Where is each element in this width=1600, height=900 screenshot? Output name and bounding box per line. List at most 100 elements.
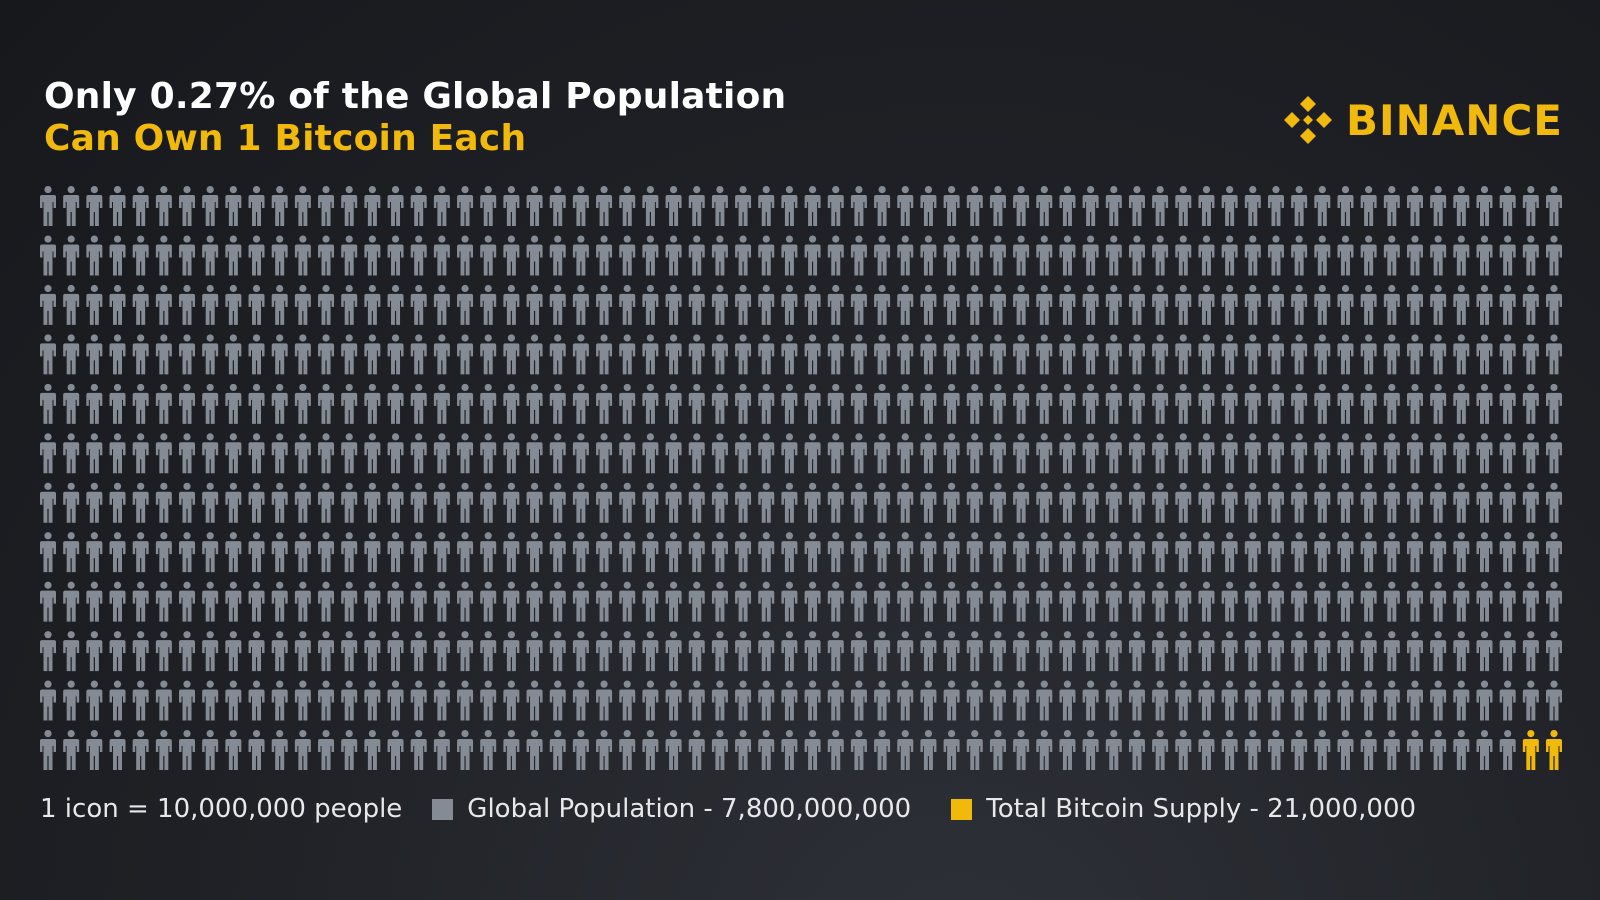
population-person-icon: [1267, 680, 1284, 721]
population-person-icon: [318, 532, 335, 573]
population-person-icon: [457, 383, 474, 424]
population-person-icon: [155, 482, 172, 523]
population-person-icon: [1337, 631, 1354, 672]
population-person-icon: [503, 334, 520, 375]
population-person-icon: [248, 581, 265, 622]
population-person-icon: [410, 383, 427, 424]
population-person-icon: [1453, 532, 1470, 573]
population-person-icon: [1105, 631, 1122, 672]
population-person-icon: [387, 680, 404, 721]
population-person-icon: [318, 680, 335, 721]
population-person-icon: [202, 284, 219, 325]
population-person-icon: [86, 532, 103, 573]
population-person-icon: [549, 284, 566, 325]
population-person-icon: [711, 482, 728, 523]
population-person-icon: [271, 631, 288, 672]
population-person-icon: [758, 581, 775, 622]
population-person-icon: [155, 532, 172, 573]
population-person-icon: [596, 581, 613, 622]
population-person-icon: [688, 730, 705, 770]
population-person-icon: [1221, 186, 1238, 226]
population-person-icon: [920, 532, 937, 573]
population-person-icon: [271, 186, 288, 226]
population-person-icon: [63, 383, 80, 424]
population-person-icon: [202, 631, 219, 672]
population-person-icon: [758, 730, 775, 770]
population-person-icon: [1059, 532, 1076, 573]
population-person-icon: [457, 186, 474, 226]
population-person-icon: [86, 730, 103, 770]
population-person-icon: [480, 433, 497, 474]
population-person-icon: [387, 482, 404, 523]
population-person-icon: [503, 235, 520, 276]
population-person-icon: [1244, 235, 1261, 276]
population-person-icon: [1036, 186, 1053, 226]
population-person-icon: [318, 433, 335, 474]
population-person-icon: [804, 284, 821, 325]
population-person-icon: [1314, 730, 1331, 770]
population-person-icon: [503, 482, 520, 523]
population-person-icon: [1221, 334, 1238, 375]
population-person-icon: [364, 284, 381, 325]
population-person-icon: [318, 730, 335, 770]
population-person-icon: [179, 186, 196, 226]
population-person-icon: [1244, 284, 1261, 325]
population-person-icon: [1476, 284, 1493, 325]
population-person-icon: [572, 631, 589, 672]
population-person-icon: [1036, 730, 1053, 770]
population-person-icon: [920, 334, 937, 375]
population-person-icon: [364, 383, 381, 424]
population-person-icon: [387, 186, 404, 226]
population-person-icon: [1546, 680, 1562, 721]
population-person-icon: [1244, 186, 1261, 226]
population-person-icon: [665, 284, 682, 325]
population-person-icon: [874, 235, 891, 276]
population-person-icon: [1360, 730, 1377, 770]
population-person-icon: [155, 284, 172, 325]
population-person-icon: [63, 730, 80, 770]
population-person-icon: [619, 631, 636, 672]
population-person-icon: [225, 730, 242, 770]
population-person-icon: [318, 284, 335, 325]
population-person-icon: [387, 235, 404, 276]
population-person-icon: [179, 680, 196, 721]
population-person-icon: [132, 482, 149, 523]
population-person-icon: [1546, 383, 1562, 424]
population-person-icon: [781, 383, 798, 424]
population-person-icon: [1383, 581, 1400, 622]
population-person-icon: [318, 482, 335, 523]
population-person-icon: [943, 284, 960, 325]
population-person-icon: [758, 334, 775, 375]
population-person-icon: [387, 532, 404, 573]
population-person-icon: [1198, 186, 1215, 226]
population-person-icon: [1430, 383, 1447, 424]
population-person-icon: [1476, 433, 1493, 474]
population-person-icon: [1291, 680, 1308, 721]
population-person-icon: [804, 433, 821, 474]
population-person-icon: [248, 186, 265, 226]
population-person-icon: [1128, 433, 1145, 474]
population-person-icon: [966, 631, 983, 672]
population-person-icon: [248, 334, 265, 375]
population-person-icon: [897, 433, 914, 474]
population-person-icon: [387, 334, 404, 375]
population-person-icon: [433, 581, 450, 622]
population-person-icon: [294, 334, 311, 375]
population-person-icon: [179, 383, 196, 424]
population-person-icon: [1453, 334, 1470, 375]
population-person-icon: [920, 186, 937, 226]
population-person-icon: [109, 186, 126, 226]
population-person-icon: [874, 334, 891, 375]
population-person-icon: [271, 680, 288, 721]
population-person-icon: [526, 334, 543, 375]
population-person-icon: [688, 383, 705, 424]
legend-swatch-population: [432, 798, 454, 820]
population-person-icon: [758, 532, 775, 573]
population-person-icon: [665, 334, 682, 375]
population-person-icon: [155, 433, 172, 474]
population-person-icon: [1406, 482, 1423, 523]
population-person-icon: [1476, 482, 1493, 523]
population-person-icon: [202, 383, 219, 424]
population-person-icon: [1059, 186, 1076, 226]
population-person-icon: [735, 284, 752, 325]
